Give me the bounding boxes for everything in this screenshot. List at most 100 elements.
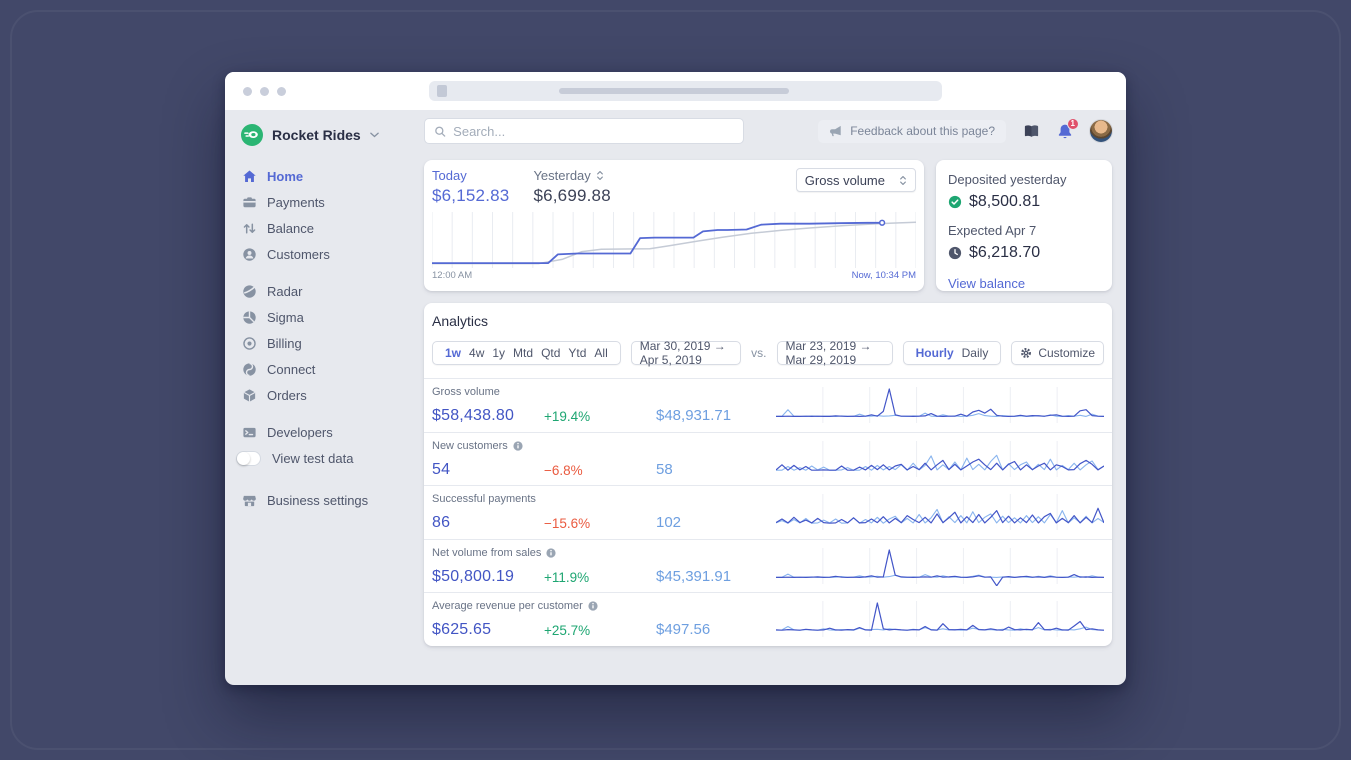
megaphone-icon [830, 125, 841, 137]
range-option-qtd[interactable]: Qtd [541, 346, 561, 360]
brand-name: Rocket Rides [272, 127, 361, 143]
vs-label: vs. [751, 346, 767, 360]
today-label: Today [432, 168, 467, 183]
sigma-icon [241, 310, 257, 326]
range-option-ytd[interactable]: Ytd [568, 346, 587, 360]
metric-change: −15.6% [544, 516, 591, 531]
customers-icon [241, 247, 257, 263]
metric-value: 86 [432, 514, 451, 531]
metric-row-successful-payments[interactable]: Successful payments 86 −15.6% 102 [424, 485, 1112, 539]
sidebar-item-home[interactable]: Home [241, 166, 408, 187]
current-period-picker[interactable]: Mar 30, 2019 → Apr 5, 2019 [630, 339, 742, 367]
metric-comparison: 58 [656, 460, 673, 478]
search-input[interactable] [453, 123, 734, 139]
book-icon [1024, 125, 1039, 137]
range-segmented-control[interactable]: 1w 4w 1y Mtd Qtd Ytd All [432, 341, 621, 365]
billing-icon [241, 336, 257, 352]
sidebar-item-view-test-data[interactable]: View test data [236, 448, 408, 468]
window-maximize-button[interactable] [277, 86, 286, 96]
axis-now-label: Now, 10:34 PM [851, 270, 916, 281]
customize-button[interactable]: Customize [1011, 341, 1104, 365]
analytics-card: Analytics 1w 4w 1y Mtd Qtd Ytd All Mar 3… [424, 303, 1112, 646]
chevron-down-icon [369, 132, 379, 138]
metric-row-average-revenue[interactable]: Average revenue per customer $625.65 +25… [424, 592, 1112, 646]
metric-sparkline [776, 385, 1104, 425]
range-option-all[interactable]: All [594, 346, 608, 360]
sidebar-item-billing[interactable]: Billing [241, 333, 408, 354]
window-close-button[interactable] [243, 86, 252, 96]
metric-row-new-customers[interactable]: New customers 54 −6.8% 58 [424, 431, 1112, 486]
expected-label: Expected Apr 7 [948, 223, 1037, 238]
address-bar[interactable] [429, 81, 942, 101]
metric-value: $58,438.80 [432, 407, 515, 424]
favicon-placeholder [437, 85, 447, 97]
metric-row-gross-volume[interactable]: Gross volume $58,438.80 +19.4% $48,931.7… [424, 378, 1112, 432]
metric-info-icon[interactable] [546, 547, 557, 558]
browser-chrome [225, 72, 1126, 110]
account-switcher[interactable]: Rocket Rides [241, 124, 408, 146]
test-data-toggle[interactable] [236, 450, 261, 466]
metric-comparison: $48,931.71 [656, 407, 732, 424]
sidebar-item-connect[interactable]: Connect [241, 359, 408, 380]
developers-terminal-icon [241, 425, 257, 441]
metric-info-icon[interactable] [588, 601, 598, 611]
select-updown-icon [900, 175, 906, 185]
metric-change: +25.7% [544, 623, 591, 638]
main-area: Feedback about this page? 1 [420, 110, 1126, 685]
connect-icon [241, 362, 257, 378]
window-minimize-button[interactable] [260, 86, 269, 96]
home-icon [241, 169, 257, 185]
feedback-label: Feedback about this page? [850, 124, 995, 138]
previous-period-picker[interactable]: Mar 23, 2019 → Mar 29, 2019 [776, 339, 893, 367]
metric-change: +19.4% [544, 409, 591, 424]
sidebar-item-radar[interactable]: Radar [241, 281, 408, 302]
metric-sparkline [776, 439, 1104, 479]
sidebar-item-orders[interactable]: Orders [241, 385, 408, 406]
sidebar-item-sigma[interactable]: Sigma [241, 307, 408, 328]
range-option-4w[interactable]: 4w [469, 346, 485, 360]
today-value: $6,152.83 [432, 186, 510, 205]
yesterday-value: $6,699.88 [533, 186, 611, 205]
metric-sparkline [776, 546, 1104, 586]
clock-icon [948, 246, 962, 260]
range-option-1y[interactable]: 1y [492, 346, 506, 360]
granularity-segmented-control[interactable]: Hourly Daily [902, 341, 1002, 365]
check-circle-icon [948, 195, 962, 209]
sidebar-item-business-settings[interactable]: Business settings [241, 490, 408, 511]
range-option-mtd[interactable]: Mtd [513, 346, 534, 360]
granularity-option-hourly[interactable]: Hourly [915, 346, 954, 360]
feedback-button[interactable]: Feedback about this page? [818, 119, 1006, 143]
sidebar-item-developers[interactable]: Developers [241, 422, 408, 443]
sidebar-item-customers[interactable]: Customers [241, 244, 408, 265]
metric-select[interactable]: Gross volume [795, 168, 916, 192]
topbar: Feedback about this page? 1 [424, 117, 1112, 144]
deposited-yesterday-value: $8,500.81 [969, 193, 1041, 210]
docs-button[interactable] [1023, 123, 1040, 139]
yesterday-label: Yesterday [533, 168, 591, 183]
metric-info-icon[interactable] [513, 440, 523, 451]
metric-comparison: $45,391.91 [656, 567, 732, 585]
search-bar[interactable] [424, 118, 744, 144]
notification-badge: 1 [1066, 117, 1079, 130]
range-option-1w[interactable]: 1w [445, 346, 462, 360]
expected-value: $6,218.70 [969, 244, 1041, 261]
metric-value: 54 [432, 460, 451, 478]
browser-window: Rocket Rides Home Payments [225, 72, 1126, 685]
sort-updown-icon[interactable] [596, 170, 604, 181]
notifications-button[interactable]: 1 [1057, 117, 1079, 140]
user-avatar[interactable] [1090, 120, 1112, 142]
window-controls[interactable] [243, 86, 286, 96]
metric-sparkline [776, 492, 1104, 532]
metric-row-net-volume[interactable]: Net volume from sales $50,800.19 +11.9% … [424, 538, 1112, 593]
balance-arrows-icon [241, 221, 257, 237]
metric-comparison: 102 [656, 514, 682, 531]
deposits-card: Deposited yesterday $8,500.81 Expected A… [936, 160, 1112, 291]
sidebar-item-payments[interactable]: Payments [241, 192, 408, 213]
gear-icon [1021, 348, 1032, 358]
view-balance-link[interactable]: View balance [948, 276, 1026, 291]
granularity-option-daily[interactable]: Daily [961, 346, 989, 360]
sidebar-item-balance[interactable]: Balance [241, 218, 408, 239]
metric-comparison: $497.56 [656, 621, 711, 638]
deposited-yesterday-label: Deposited yesterday [948, 172, 1067, 187]
metric-value: $50,800.19 [432, 567, 515, 585]
